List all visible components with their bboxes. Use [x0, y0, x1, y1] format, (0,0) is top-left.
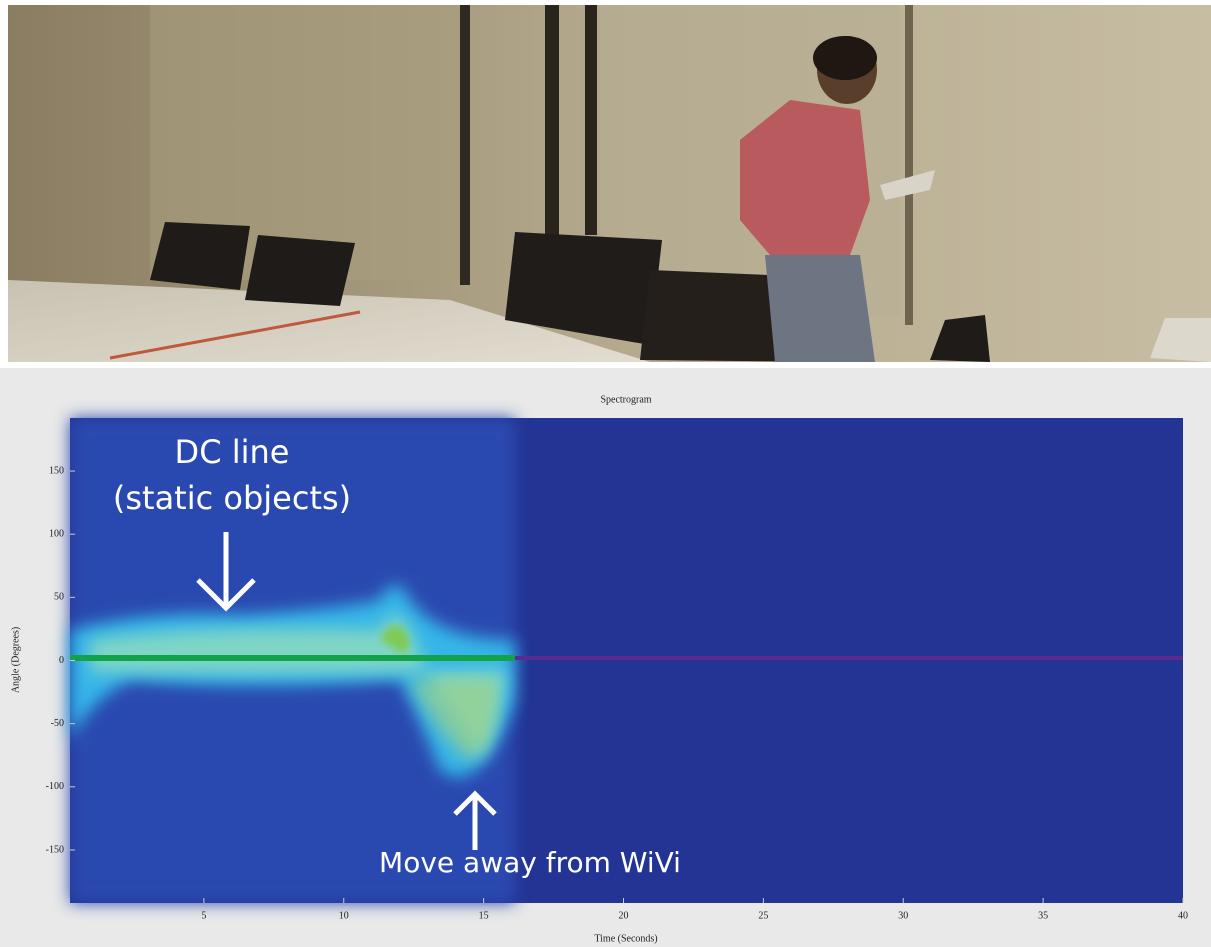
x-tick-label: 20 — [619, 910, 629, 921]
chart-title: Spectrogram — [600, 394, 651, 405]
x-tick-label: 35 — [1038, 910, 1048, 921]
x-tick-label: 10 — [339, 910, 349, 921]
y-axis-label: Angle (Degrees) — [10, 627, 21, 693]
annotation: DC line — [175, 433, 290, 471]
annotation: Move away from WiVi — [379, 846, 681, 879]
x-tick-label: 30 — [898, 910, 908, 921]
x-tick-label: 25 — [758, 910, 768, 921]
x-tick-label: 15 — [479, 910, 489, 921]
y-tick-label: -100 — [46, 781, 64, 792]
y-tick-label: -50 — [51, 718, 64, 729]
x-tick-label: 40 — [1178, 910, 1188, 921]
x-axis-label: Time (Seconds) — [594, 933, 657, 944]
photo — [8, 5, 1211, 362]
y-tick-label: 150 — [49, 465, 64, 476]
y-tick-label: 100 — [49, 528, 64, 539]
y-tick-label: 50 — [54, 592, 64, 603]
annotation: (static objects) — [113, 479, 351, 517]
y-tick-label: 0 — [59, 655, 64, 666]
x-tick-label: 5 — [201, 910, 206, 921]
page: DC line (static objects) Move away from … — [0, 0, 1211, 947]
y-tick-label: -150 — [46, 844, 64, 855]
